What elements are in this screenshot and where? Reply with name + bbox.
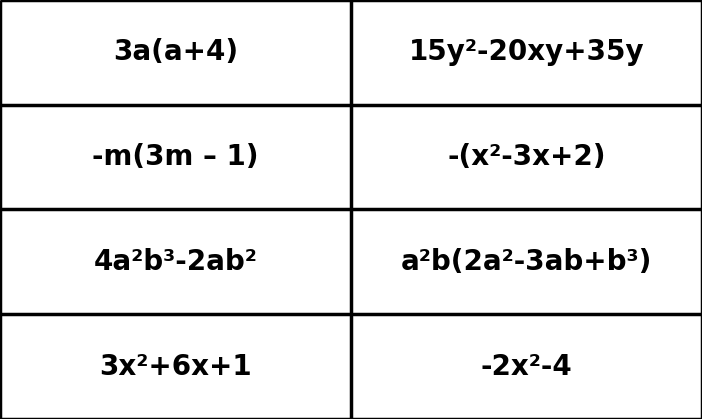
Text: -m(3m – 1): -m(3m – 1) [92,143,259,171]
Text: -(x²-3x+2): -(x²-3x+2) [447,143,606,171]
Text: 15y²-20xy+35y: 15y²-20xy+35y [409,39,644,66]
Text: 4a²b³-2ab²: 4a²b³-2ab² [93,248,258,276]
Text: 3a(a+4): 3a(a+4) [113,39,238,66]
Text: 3x²+6x+1: 3x²+6x+1 [99,353,252,380]
Text: -2x²-4: -2x²-4 [481,353,572,380]
Text: a²b(2a²-3ab+b³): a²b(2a²-3ab+b³) [401,248,652,276]
